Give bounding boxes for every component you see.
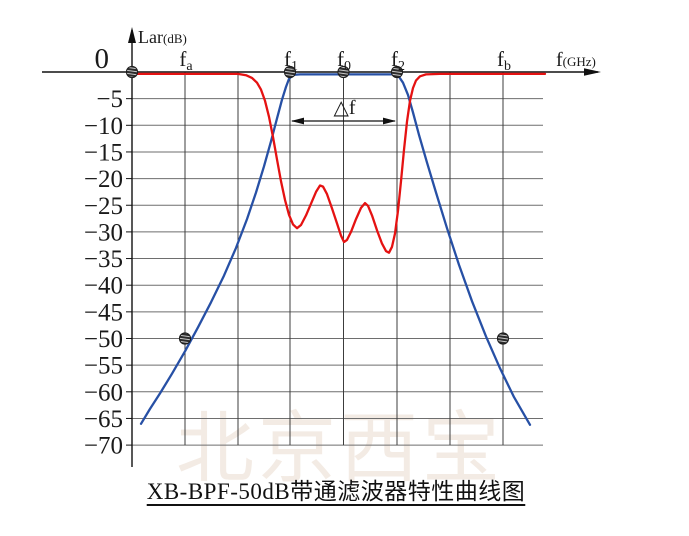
x-axis-title-name: f <box>556 49 563 71</box>
x-frequency-base: f <box>497 47 504 71</box>
y-tick-label: −10 <box>84 113 123 140</box>
x-frequency-base: f <box>284 47 291 71</box>
bandwidth-arrowhead-right-icon <box>383 117 396 125</box>
y-tick-label: −60 <box>84 379 123 406</box>
survey-point-marker <box>178 332 192 345</box>
x-frequency-subscript: 1 <box>291 59 298 74</box>
y-axis-title: Lar(dB) <box>138 27 187 47</box>
y-tick-label: −5 <box>96 86 123 113</box>
x-frequency-label: fb <box>497 47 511 74</box>
origin-zero-label: 0 <box>95 43 110 75</box>
chart-title-text: XB-BPF-50dB带通滤波器特性曲线图 <box>146 479 526 504</box>
y-tick-label: −45 <box>84 299 123 326</box>
x-frequency-label: f1 <box>284 47 298 74</box>
y-tick-label: −40 <box>84 273 123 300</box>
chart-title: XB-BPF-50dB带通滤波器特性曲线图 <box>118 472 554 506</box>
x-frequency-subscript: a <box>186 59 193 74</box>
x-axis-title-unit: (GHz) <box>563 54 596 69</box>
red-curve <box>130 72 547 254</box>
x-frequency-base: f <box>337 47 344 71</box>
y-tick-label: −35 <box>84 246 123 273</box>
y-tick-label: −30 <box>84 219 123 246</box>
x-frequency-label: fa <box>179 47 193 74</box>
survey-point-marker <box>496 332 510 345</box>
y-tick-label: −65 <box>84 406 123 433</box>
y-axis-arrow-icon <box>128 27 136 43</box>
x-frequency-subscript: 2 <box>398 59 405 74</box>
y-tick-label: −55 <box>84 353 123 380</box>
survey-point-marker <box>390 65 404 79</box>
survey-point-marker <box>283 65 297 79</box>
y-axis-title-unit: (dB) <box>163 31 187 46</box>
x-axis-arrow-icon <box>584 68 601 76</box>
y-tick-label: −25 <box>84 193 123 220</box>
survey-point-marker <box>337 65 350 79</box>
x-frequency-base: f <box>179 47 186 71</box>
x-axis-title: f(GHz) <box>556 49 596 71</box>
x-frequency-label: f0 <box>337 47 351 74</box>
y-tick-label: −15 <box>84 139 123 166</box>
y-tick-label: −20 <box>84 166 123 193</box>
survey-point-marker <box>125 65 139 79</box>
x-frequency-label: f2 <box>391 47 405 74</box>
bandwidth-arrowhead-left-icon <box>291 117 304 125</box>
watermark-text: 北京西宝 <box>176 405 505 492</box>
y-tick-label: −70 <box>84 433 123 460</box>
bandwidth-label: △f <box>333 97 355 119</box>
blue-curve <box>139 73 532 426</box>
x-frequency-base: f <box>391 47 398 71</box>
y-tick-label: −50 <box>84 326 123 353</box>
y-axis-title-name: Lar <box>138 27 163 47</box>
x-frequency-subscript: b <box>504 59 511 74</box>
x-frequency-subscript: 0 <box>344 59 351 74</box>
